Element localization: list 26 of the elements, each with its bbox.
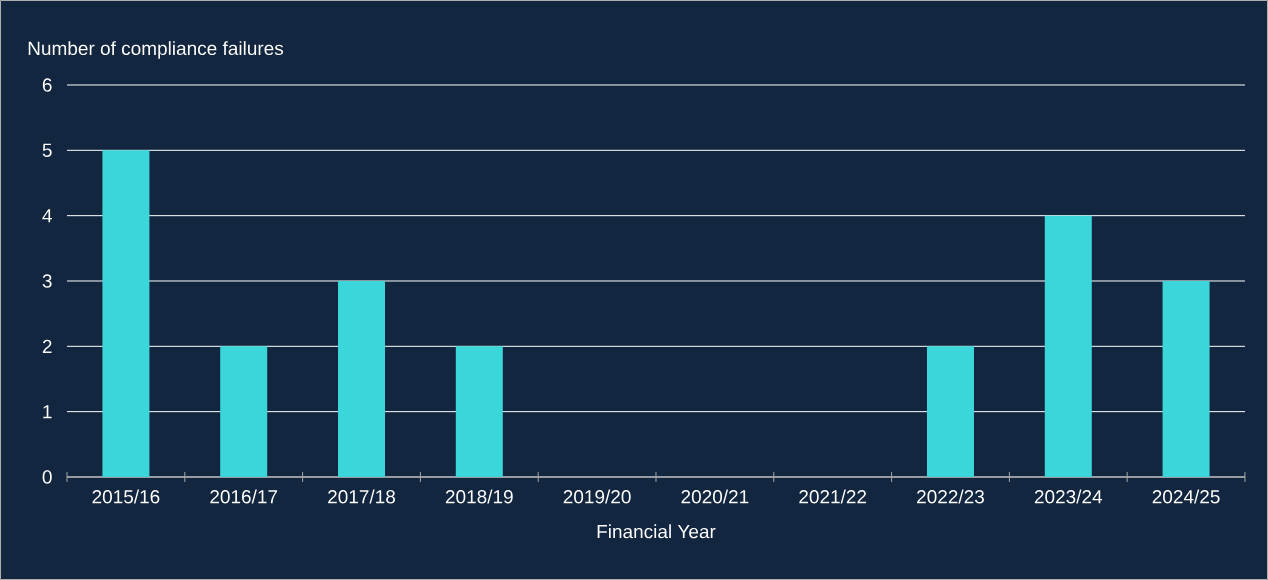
x-tick-label: 2015/16 — [92, 489, 160, 504]
bar — [455, 346, 503, 477]
y-tick-label: 6 — [42, 78, 52, 92]
x-tick-label: 2019/20 — [563, 489, 631, 504]
y-tick-label: 0 — [42, 470, 52, 484]
y-tick-label: 3 — [42, 274, 52, 288]
x-axis-title: Financial Year — [597, 524, 716, 539]
bar — [1162, 280, 1210, 477]
y-tick-label: 4 — [42, 209, 52, 223]
x-tick-label: 2024/25 — [1152, 489, 1220, 504]
bar — [102, 150, 150, 477]
x-tick-label: 2020/21 — [681, 489, 749, 504]
bar — [926, 346, 974, 477]
y-tick-label: 2 — [42, 339, 52, 353]
bar — [338, 280, 386, 477]
x-tick-label: 2017/18 — [328, 489, 396, 504]
x-tick-label: 2023/24 — [1034, 489, 1103, 504]
bar — [1044, 215, 1092, 477]
y-axis-title: Number of compliance failures — [28, 41, 284, 59]
x-tick-label: 2018/19 — [445, 489, 513, 504]
x-tick-label: 2022/23 — [917, 489, 984, 504]
y-tick-label: 1 — [43, 405, 52, 419]
bar — [220, 346, 268, 477]
y-tick-label: 5 — [42, 143, 52, 157]
x-tick-label: 2021/22 — [799, 489, 867, 504]
x-tick-label: 2016/17 — [210, 489, 278, 504]
